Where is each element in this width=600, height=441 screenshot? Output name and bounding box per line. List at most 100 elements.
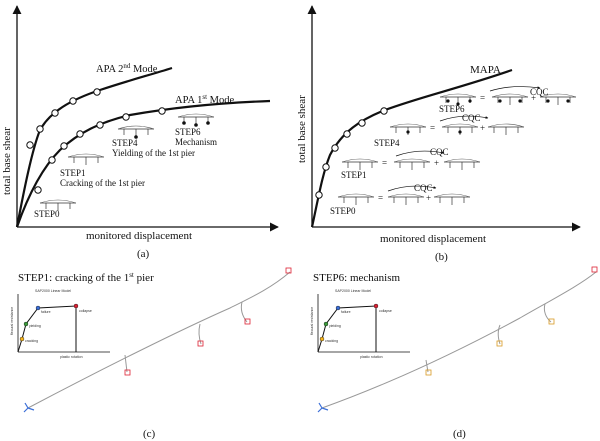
- d-inset-title: SAP2000 Linear Model: [335, 289, 371, 293]
- b-step1-label: STEP1: [341, 170, 367, 180]
- c-inset-title: SAP2000 Linear Model: [35, 289, 71, 293]
- b-step6-hinge-3: [468, 99, 472, 103]
- b-step1-plus: +: [434, 158, 439, 168]
- c-pier-3-base: [244, 318, 251, 325]
- c-inset-collapse-dot: [73, 303, 79, 309]
- d-pier-3-base: [548, 318, 555, 325]
- b-step4-plus: +: [480, 123, 485, 133]
- a-step4-hinge: [134, 135, 138, 139]
- panel-c: STEP1: cracking of the 1st pier (c) SAP2…: [10, 267, 292, 440]
- b-step1-eq: =: [382, 158, 387, 168]
- d-inset-point-cracking: cracking: [325, 339, 338, 343]
- d-inset-yielding-dot: [323, 321, 329, 327]
- c-abutment-right: [285, 267, 292, 274]
- c-inset-point-cracking: cracking: [25, 339, 38, 343]
- b-step0-total-icon: [337, 193, 375, 206]
- b-step6-cqc: CQC: [530, 87, 549, 97]
- a-caption: (a): [137, 248, 150, 260]
- d-pier-2: [497, 324, 501, 345]
- d-pier-1-base: [425, 369, 432, 376]
- a-step6-hinge-3: [206, 121, 210, 125]
- a-ylabel: total base shear: [1, 127, 13, 195]
- b-step4-mode2-icon: [487, 123, 525, 136]
- c-pier-2: [198, 323, 202, 345]
- b-step1-mode2-icon: [443, 158, 481, 171]
- d-deck: [321, 271, 597, 409]
- c-pier-2-base: [197, 340, 204, 347]
- panel-b: total base shear monitored displacement …: [296, 5, 581, 263]
- b-step1-cqc-arrow: [395, 150, 445, 157]
- b-step6-mode1-icon: [491, 93, 529, 106]
- b-step1-total-icon: [341, 158, 379, 171]
- a-step6-hinge-1: [182, 121, 186, 125]
- c-inset-curve: [17, 305, 77, 353]
- b-step0-mode1-icon: [387, 193, 425, 206]
- d-inset-failure-dot: [335, 305, 341, 311]
- b-step0-cqc: CQC: [414, 183, 433, 193]
- a-step1-desc: Cracking of the 1st pier: [60, 178, 145, 188]
- b-step6-mode2-hinge-1: [546, 99, 550, 103]
- b-step0-eq: =: [378, 193, 383, 203]
- panel-a: total base shear monitored displacement …: [1, 5, 279, 260]
- c-pier-1: [124, 354, 128, 373]
- b-mapa-points: [315, 107, 388, 199]
- b-step6-hinge-2: [456, 102, 460, 106]
- d-title: STEP6: mechanism: [313, 272, 401, 284]
- d-abutment-left: [317, 402, 329, 413]
- a-step6-hinge-2: [194, 123, 198, 127]
- a-step0-label: STEP0: [34, 209, 60, 219]
- a-xlabel: monitored displacement: [86, 230, 192, 242]
- a-step1-label: STEP1: [60, 168, 86, 178]
- b-step6-plus: +: [531, 93, 536, 103]
- b-step4-cqc-arrow: [439, 115, 489, 122]
- c-inset-point-collapse: collapse: [79, 309, 92, 313]
- d-caption: (d): [453, 428, 466, 440]
- b-step6-eq: =: [480, 93, 485, 103]
- c-inset: SAP2000 Linear Model flexural resistance…: [10, 289, 110, 359]
- b-step6-label: STEP6: [439, 104, 465, 114]
- c-title: STEP1: cracking of the 1st pier: [18, 271, 154, 284]
- d-inset-point-yielding: yielding: [329, 324, 341, 328]
- d-inset: SAP2000 Linear Model flexural resistance…: [310, 289, 410, 359]
- d-inset-cracking-dot: [319, 336, 325, 342]
- d-pier-2-base: [496, 340, 503, 347]
- b-step4-cqc: CQC: [462, 113, 481, 123]
- b-step6-mode2-hinge-2: [566, 99, 570, 103]
- d-pier-3: [543, 303, 552, 323]
- a-step6-desc: Mechanism: [175, 137, 217, 147]
- b-ylabel: total base shear: [296, 95, 308, 163]
- d-inset-collapse-dot: [373, 303, 379, 309]
- b-step4-mode1-hinge: [458, 130, 462, 134]
- d-inset-point-collapse: collapse: [379, 309, 392, 313]
- a-step4-desc: Yielding of the 1st pier: [112, 148, 195, 158]
- c-inset-point-yielding: yielding: [29, 324, 41, 328]
- a-mode1-label: APA 1st Mode: [175, 93, 234, 106]
- b-step1-cqc: CQC: [430, 147, 449, 157]
- a-step1-icon: [67, 153, 105, 166]
- b-step6-cqc-arrow: [489, 86, 541, 92]
- b-step6-hinge-1: [446, 99, 450, 103]
- c-pier-1-base: [124, 369, 131, 376]
- b-step4-eq: =: [430, 123, 435, 133]
- c-inset-cracking-dot: [19, 336, 25, 342]
- b-step0-label: STEP0: [330, 206, 356, 216]
- d-inset-point-failure: failure: [341, 310, 351, 314]
- a-curve-mode2: [15, 66, 173, 228]
- b-xlabel: monitored displacement: [380, 233, 486, 245]
- b-step6-mode1-hinge-2: [518, 99, 522, 103]
- b-step4-label: STEP4: [374, 138, 400, 148]
- c-inset-yielding-dot: [23, 321, 29, 327]
- b-step0-cqc-arrow: [387, 185, 437, 192]
- b-step1-mode1-icon: [393, 158, 431, 171]
- b-step0-plus: +: [426, 193, 431, 203]
- d-inset-xlabel: plastic rotation: [360, 355, 383, 359]
- c-inset-failure-dot: [35, 305, 41, 311]
- a-mode1-points: [34, 107, 166, 194]
- c-inset-point-failure: failure: [41, 310, 51, 314]
- panel-d: STEP6: mechanism (d) SAP2000 Linear Mode…: [310, 266, 598, 440]
- a-step6-label: STEP6: [175, 127, 201, 137]
- a-step4-label: STEP4: [112, 138, 138, 148]
- d-inset-curve: [317, 305, 377, 353]
- b-step0-mode2-icon: [433, 193, 471, 206]
